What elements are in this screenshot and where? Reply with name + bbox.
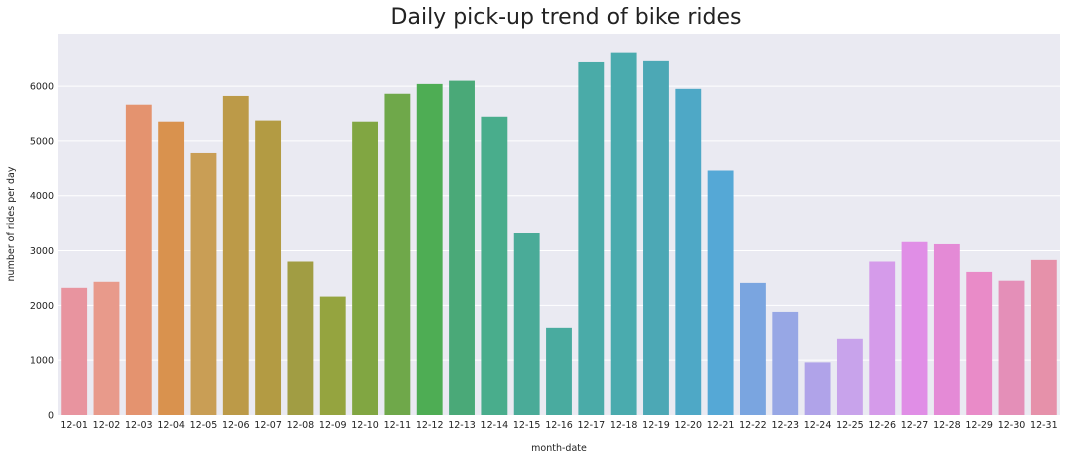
bar-12-21 [707, 170, 734, 415]
y-tick-label: 0 [48, 411, 54, 422]
bars [61, 52, 1057, 416]
x-tick-label: 12-19 [642, 420, 670, 431]
y-tick-labels: 0 1000 2000 3000 4000 5000 6000 [30, 82, 54, 422]
x-tick-label: 12-17 [578, 420, 606, 431]
bar-12-26 [869, 261, 896, 415]
bar-12-24 [804, 362, 831, 415]
x-tick-label: 12-11 [384, 420, 412, 431]
x-tick-label: 12-08 [287, 420, 315, 431]
bar-12-16 [546, 327, 572, 415]
bar-12-30 [998, 280, 1025, 415]
x-tick-label: 12-21 [707, 420, 735, 431]
bar-12-02 [93, 281, 120, 415]
bar-12-04 [158, 121, 185, 416]
x-tick-label: 12-09 [319, 420, 347, 431]
y-tick-label: 4000 [30, 191, 54, 202]
x-tick-label: 12-28 [933, 420, 961, 431]
bar-12-06 [222, 95, 249, 415]
bar-12-05 [190, 152, 217, 415]
y-tick-label: 5000 [30, 136, 54, 147]
bar-12-20 [675, 88, 702, 416]
x-tick-label: 12-18 [610, 420, 638, 431]
x-tick-label: 12-22 [739, 420, 767, 431]
x-axis-label: month-date [531, 443, 587, 454]
bar-12-13 [449, 80, 475, 416]
x-tick-label: 12-24 [804, 420, 832, 431]
x-tick-label: 12-27 [901, 420, 929, 431]
x-tick-label: 12-29 [965, 420, 993, 431]
x-tick-label: 12-07 [254, 420, 282, 431]
bar-12-28 [933, 243, 960, 415]
x-tick-label: 12-25 [836, 420, 864, 431]
bar-12-23 [772, 311, 799, 415]
x-tick-label: 12-31 [1030, 420, 1058, 431]
bar-12-03 [125, 104, 152, 415]
bar-12-22 [740, 282, 766, 415]
bar-12-25 [836, 338, 863, 415]
x-tick-label: 12-16 [545, 420, 573, 431]
x-tick-label: 12-01 [60, 420, 88, 431]
y-axis-label: number of rides per day [6, 166, 17, 281]
bar-12-11 [384, 93, 411, 415]
x-tick-label: 12-15 [513, 420, 541, 431]
bar-12-08 [287, 261, 314, 415]
x-tick-label: 12-13 [448, 420, 476, 431]
bar-12-19 [643, 60, 669, 415]
bar-12-18 [610, 52, 637, 415]
bar-12-09 [319, 296, 346, 415]
bar-12-07 [255, 120, 282, 415]
bar-12-31 [1030, 259, 1057, 415]
y-tick-label: 6000 [30, 82, 54, 93]
x-tick-label: 12-26 [868, 420, 896, 431]
x-tick-label: 12-30 [998, 420, 1026, 431]
bar-12-17 [578, 61, 605, 415]
bar-12-01 [61, 287, 88, 415]
bar-12-12 [416, 83, 443, 416]
x-tick-label: 12-02 [93, 420, 121, 431]
x-tick-label: 12-14 [481, 420, 509, 431]
x-tick-label: 12-10 [351, 420, 379, 431]
y-tick-label: 2000 [30, 301, 54, 312]
bar-12-29 [966, 271, 993, 415]
bar-12-27 [901, 241, 928, 415]
x-tick-label: 12-03 [125, 420, 153, 431]
bar-12-14 [481, 116, 508, 416]
y-tick-label: 1000 [30, 356, 54, 367]
x-tick-label: 12-05 [190, 420, 218, 431]
chart-title: Daily pick-up trend of bike rides [391, 5, 742, 30]
x-tick-label: 12-06 [222, 420, 250, 431]
bar-12-15 [513, 232, 540, 415]
y-tick-label: 3000 [30, 246, 54, 257]
x-tick-label: 12-23 [771, 420, 799, 431]
bar-12-10 [352, 121, 378, 416]
x-tick-label: 12-20 [674, 420, 702, 431]
x-tick-label: 12-04 [157, 420, 185, 431]
x-tick-labels: 12-01 12-02 12-03 12-04 12-05 12-06 12-07 12-08… [60, 420, 1057, 431]
x-tick-label: 12-12 [416, 420, 444, 431]
